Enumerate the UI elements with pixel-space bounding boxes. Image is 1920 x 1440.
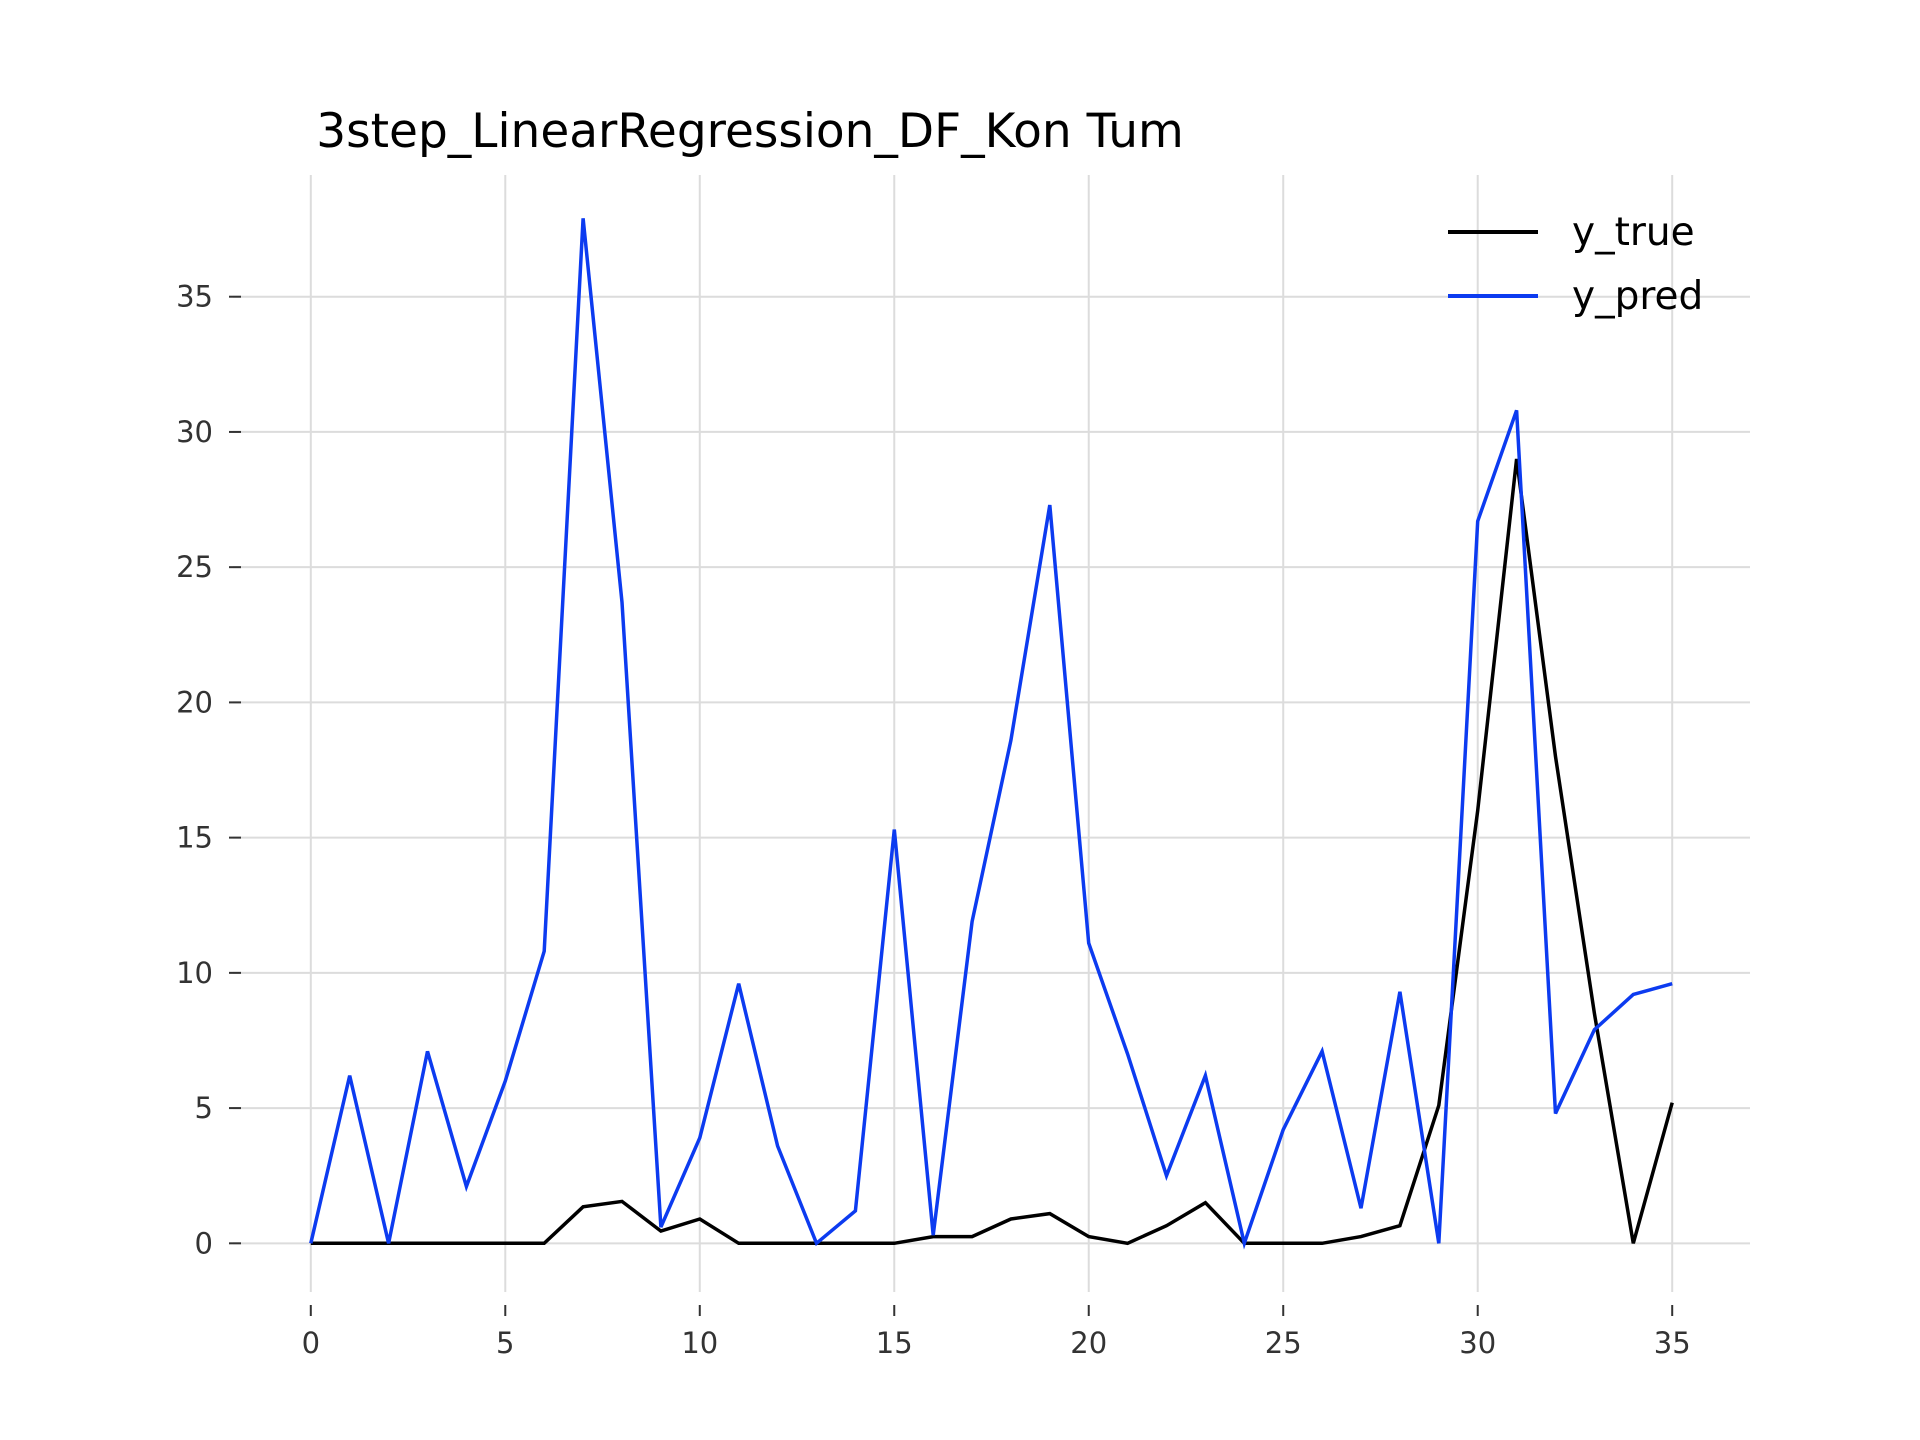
y-tick-label: 30 [176, 415, 213, 449]
y-tick-label: 0 [195, 1226, 213, 1260]
legend: y_true y_pred [1448, 210, 1703, 319]
x-tick-label: 15 [876, 1326, 913, 1360]
x-tick-label: 30 [1459, 1326, 1496, 1360]
x-tick-label: 10 [681, 1326, 718, 1360]
x-tick-label: 35 [1654, 1326, 1691, 1360]
legend-label-y-pred: y_pred [1572, 274, 1703, 319]
x-tick-label: 5 [496, 1326, 514, 1360]
x-axis: 0 5 10 15 20 25 30 35 [302, 1305, 1691, 1360]
chart-title: 3step_LinearRegression_DF_Kon Tum [316, 104, 1184, 159]
series-layer [309, 218, 1674, 1250]
x-tick-label: 25 [1265, 1326, 1302, 1360]
y-tick-label: 5 [195, 1091, 213, 1125]
y-tick-label: 35 [176, 280, 213, 314]
y-gridlines [233, 295, 1750, 1245]
series-line-y-pred [309, 218, 1673, 1250]
y-tick-label: 10 [176, 956, 213, 990]
legend-label-y-true: y_true [1572, 210, 1695, 255]
series-line-y-true [310, 458, 1674, 1246]
x-tick-label: 0 [302, 1326, 320, 1360]
x-gridlines [309, 175, 1674, 1292]
y-tick-label: 25 [176, 550, 213, 584]
y-axis: 0 5 10 15 20 25 30 35 [176, 280, 241, 1260]
y-tick-label: 20 [176, 685, 213, 719]
x-tick-label: 20 [1070, 1326, 1107, 1360]
y-tick-label: 15 [176, 821, 213, 855]
